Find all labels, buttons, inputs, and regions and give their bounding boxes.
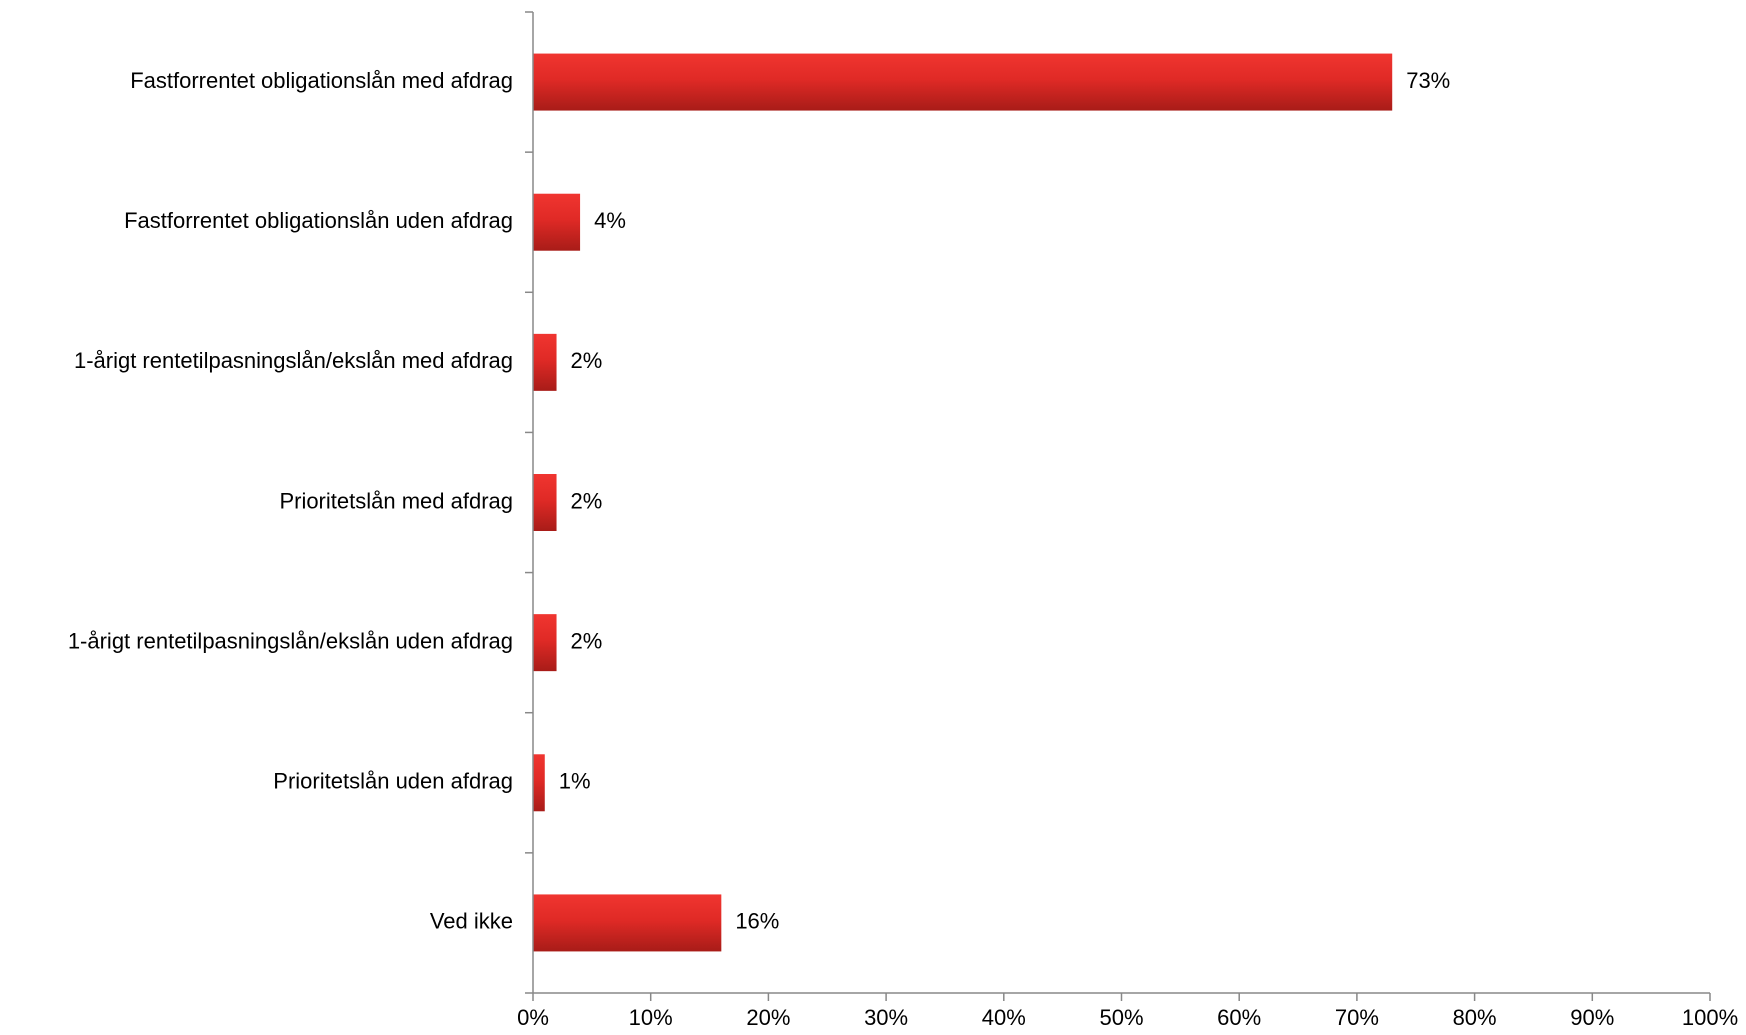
data-label: 4% <box>594 208 626 233</box>
x-tick-label: 90% <box>1570 1005 1614 1030</box>
x-tick-label: 40% <box>982 1005 1026 1030</box>
bar <box>533 53 1393 111</box>
bars-group <box>533 53 1393 952</box>
data-label: 1% <box>559 769 591 794</box>
data-labels: 73% 4% 2% 2% 2% 1% 16% <box>559 68 1450 934</box>
category-label: 1-årigt rentetilpasningslån/ekslån uden … <box>68 628 513 653</box>
data-label: 2% <box>571 628 603 653</box>
x-tick-label: 0% <box>517 1005 549 1030</box>
data-label: 16% <box>735 909 779 934</box>
bar <box>533 193 581 251</box>
x-tick-label: 60% <box>1217 1005 1261 1030</box>
bar <box>533 333 557 391</box>
axes <box>525 11 1710 994</box>
bar <box>533 754 545 812</box>
x-tick-label: 10% <box>629 1005 673 1030</box>
x-tick-label: 30% <box>864 1005 908 1030</box>
x-tick-label: 80% <box>1453 1005 1497 1030</box>
data-label: 73% <box>1406 68 1450 93</box>
category-label: Ved ikke <box>430 909 513 934</box>
x-tick-label: 50% <box>1099 1005 1143 1030</box>
x-tick-label: 100% <box>1682 1005 1738 1030</box>
bar <box>533 474 557 531</box>
x-tick-label: 70% <box>1335 1005 1379 1030</box>
bar <box>533 614 557 672</box>
category-label: 1-årigt rentetilpasningslån/ekslån med a… <box>74 348 513 373</box>
category-label: Prioritetslån uden afdrag <box>273 769 513 794</box>
data-label: 2% <box>571 348 603 373</box>
x-axis-ticks: 0% 10% 20% 30% 40% 50% 60% 70% 80% 90% 100% <box>517 993 1738 1030</box>
bar <box>533 894 722 952</box>
x-tick-label: 20% <box>746 1005 790 1030</box>
category-label: Fastforrentet obligationslån uden afdrag <box>124 208 513 233</box>
category-label: Fastforrentet obligationslån med afdrag <box>130 68 513 93</box>
category-labels: Fastforrentet obligationslån med afdrag F… <box>68 68 513 934</box>
data-label: 2% <box>571 488 603 513</box>
category-label: Prioritetslån med afdrag <box>279 488 513 513</box>
